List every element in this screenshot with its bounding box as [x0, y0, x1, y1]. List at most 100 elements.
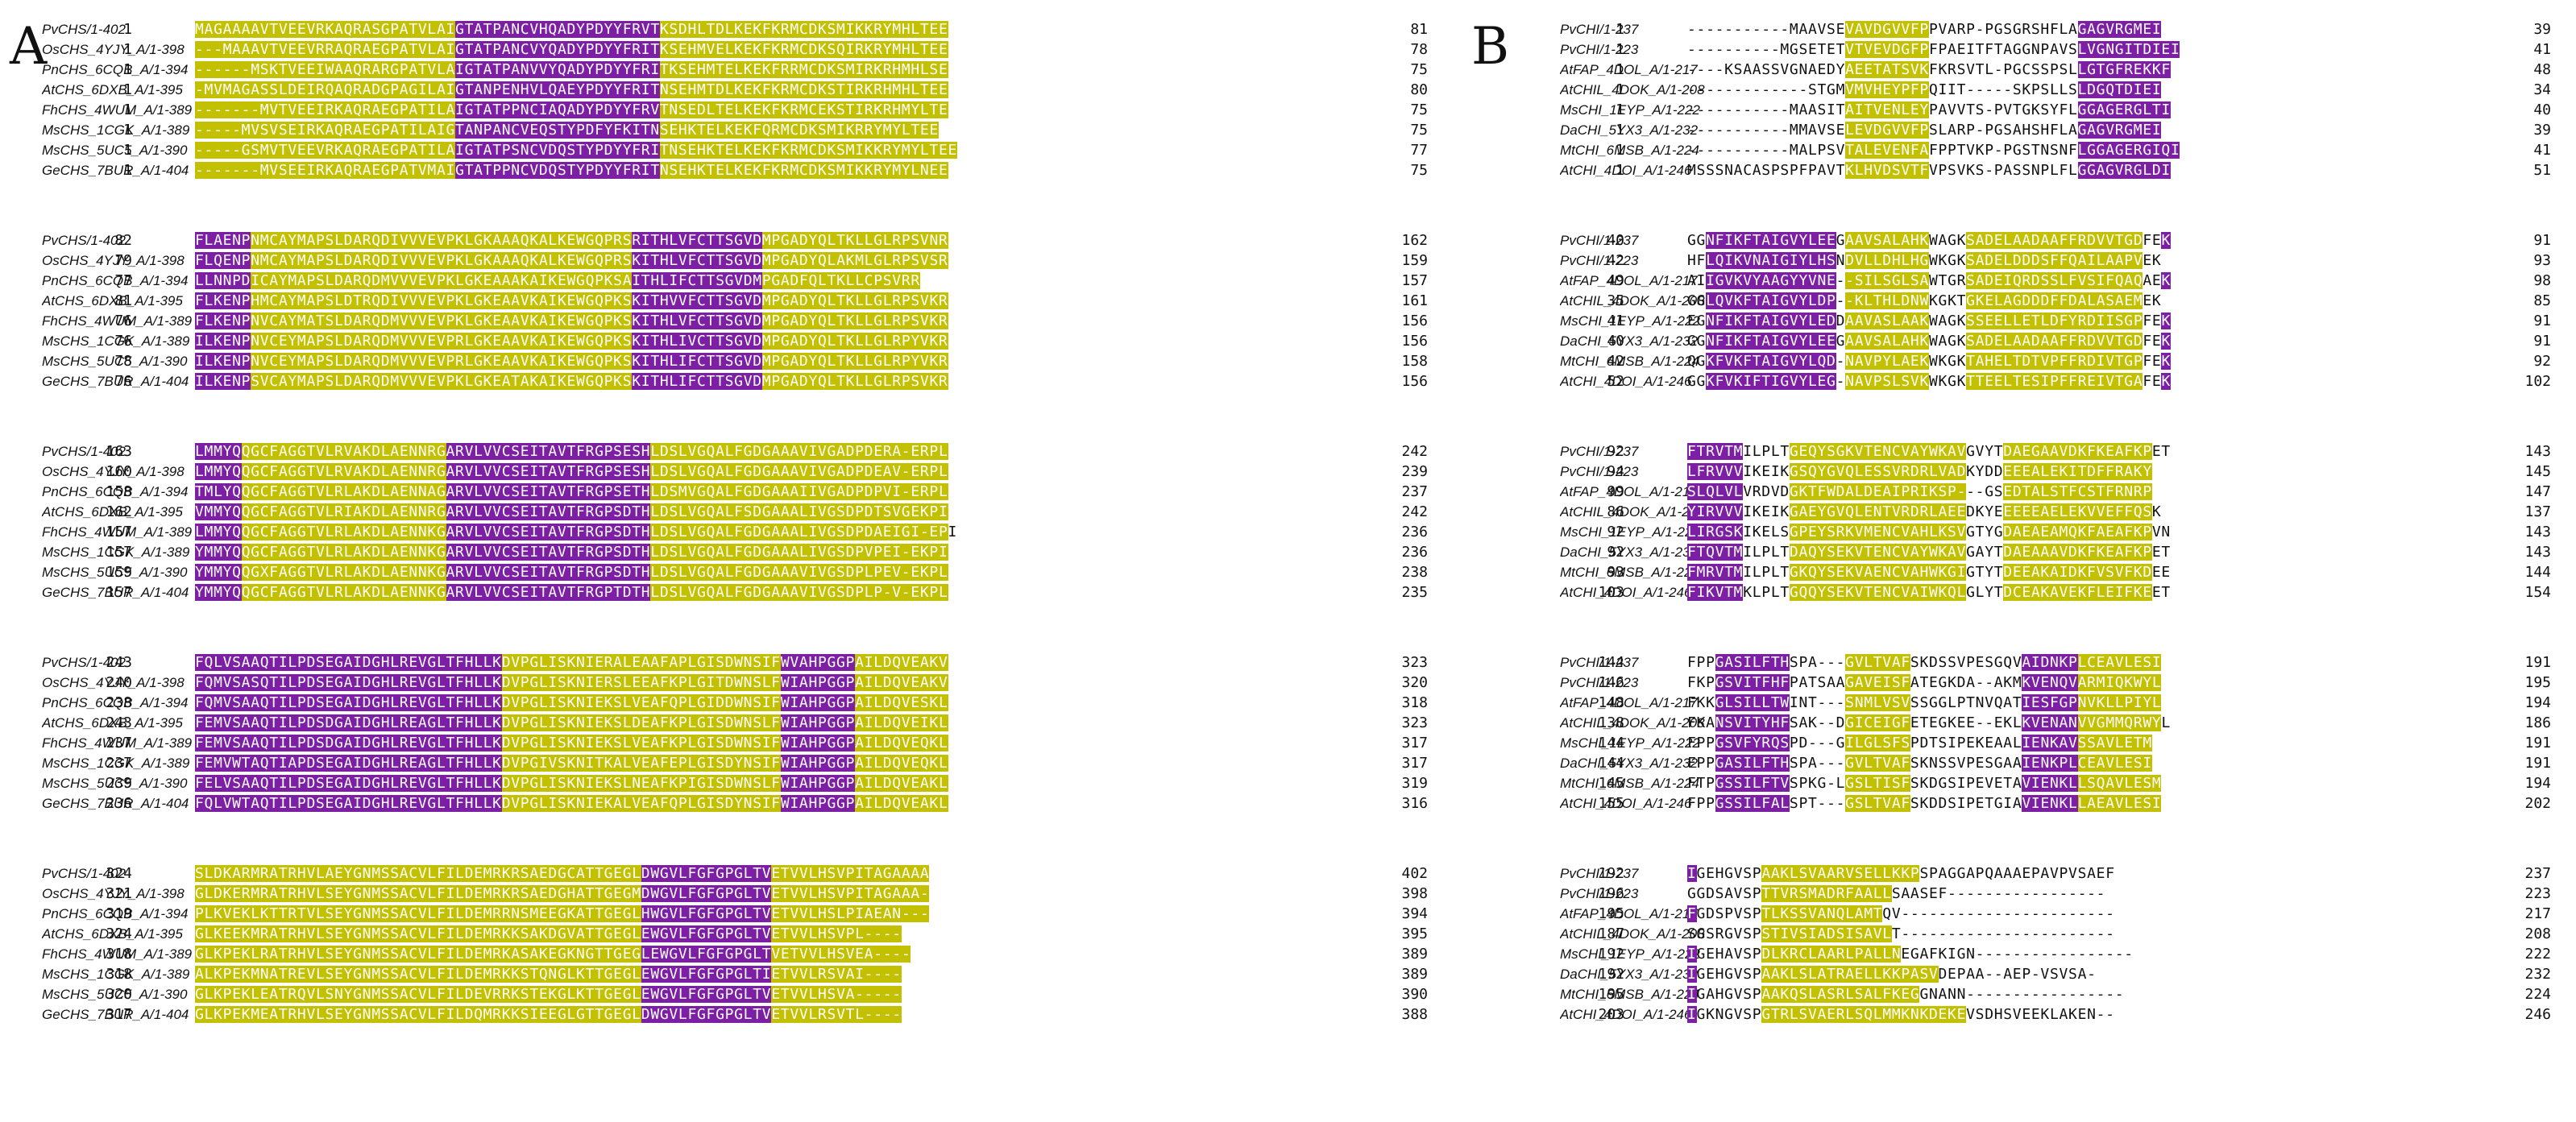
residue-sequence: LFRVVVIKEIKGSQYGVQLESSVRDRLVADKYDDEEEALE…: [1687, 463, 2152, 480]
sequence-name: AtCHS_6DXB_A/1-395: [42, 926, 183, 942]
panel-b-label: B: [1471, 17, 1510, 77]
residue-sequence: -----GSMVTVEEVRKAQRAEGPATILAIGTATPSNCVDQ…: [195, 142, 958, 159]
sequence-name: PvCHS/1-402: [42, 655, 126, 670]
start-position: 192: [1598, 946, 1624, 963]
residue-sequence: VMMYQQGCFAGGTVLRIAKDLAENNRGARVLVVCSEITAV…: [195, 503, 948, 520]
start-position: 148: [1598, 694, 1624, 711]
end-position: 395: [1401, 925, 1428, 942]
residue-sequence: FGDSPVSPTLKSSVANQLAMTQV-----------------…: [1687, 905, 2115, 922]
end-position: 236: [1401, 524, 1428, 540]
start-position: 157: [106, 544, 132, 561]
start-position: 1: [1616, 61, 1624, 78]
residue-sequence: FEMVSAAQTILPDSDGAIDGHLREAGLTFHLLKDVPGLIS…: [195, 714, 948, 731]
residue-sequence: FQMVSAAQTILPDSEGAIDGHLREVGLTFHLLKDVPGLIS…: [195, 694, 948, 711]
sequence-name: AtFAP_4DOL_A/1-217: [1560, 695, 1698, 710]
start-position: 92: [1607, 443, 1624, 460]
start-position: 144: [1598, 654, 1624, 671]
residue-sequence: SLDKARMRATRHVLAEYGNMSSACVLFILDEMRKRSAEDG…: [195, 865, 930, 882]
end-position: 224: [2524, 986, 2551, 1003]
sequence-name: FhCHS_4WUM_A/1-389: [42, 524, 193, 540]
start-position: 318: [106, 966, 132, 983]
sequence-name: PvCHS/1-402: [42, 866, 126, 881]
residue-sequence: FEMVWTAQTIAPDSEGAIDGHLREAGLTFHLLKDVPGIVS…: [195, 755, 948, 772]
residue-sequence: FTRVTMILPLTGEQYSGKVTENCVAYWKAVGVYTDAEGAA…: [1687, 443, 2171, 460]
end-position: 91: [2533, 333, 2551, 350]
residue-sequence: GLKPEKLEATRQVLSNYGNMSSACVLFILDEVRRKSTEKG…: [195, 986, 902, 1003]
residue-sequence: FIKVTMKLPLTGQQYSEKVTENCVAIWKQLGLYTDCEAKA…: [1687, 584, 2171, 601]
start-position: 76: [114, 313, 132, 329]
end-position: 78: [1410, 41, 1428, 58]
sequence-name: PvCHI/1-223: [1560, 42, 1639, 57]
residue-sequence: FPPGSSILFALSPT---GSLTVAFSKDDSIPETGIAVIEN…: [1687, 795, 2162, 812]
residue-sequence: ILKENPNVCEYMAPSLDARQDMVVVEVPRLGKEAAVKAIK…: [195, 333, 948, 350]
start-position: 103: [1598, 584, 1624, 601]
residue-sequence: HFLQIKVNAIGIYLHSNDVLLDHLHGWKGKSADELDDDSF…: [1687, 252, 2162, 269]
residue-sequence: IGEHGVSPAAKLSLATRAELLKKPASVDEPAA--AEP-VS…: [1687, 966, 2097, 983]
sequence-name: MsCHS_1CGK_A/1-389: [42, 756, 190, 771]
sequence-name: MsCHS_5UC5_A/1-390: [42, 354, 188, 369]
sequence-name: AtCHS_6DXB_A/1-395: [42, 82, 183, 97]
sequence-name: DaCHI_5YX3_A/1-232: [1560, 333, 1699, 349]
sequence-name: MsCHI_1EYP_A/1-222: [1560, 735, 1700, 751]
end-position: 236: [1401, 544, 1428, 561]
sequence-name: AtFAP_4DOL_A/1-217: [1560, 62, 1698, 77]
sequence-name: MsCHS_5UC5_A/1-390: [42, 143, 188, 158]
end-position: 316: [1401, 795, 1428, 812]
sequence-name: GeCHS_7BUR_A/1-404: [42, 1007, 189, 1022]
sequence-name: PvCHI/1-237: [1560, 22, 1639, 37]
residue-sequence: FLAENPNMCAYMAPSLDARQDIVVVEVPKLGKAAAQKALK…: [195, 232, 948, 249]
end-position: 238: [1401, 564, 1428, 581]
residue-sequence: ---MAAAVTVEEVRRAQRAEGPATVLAIGTATPANCVYQA…: [195, 41, 948, 58]
residue-sequence: IGEHGVSPAAKLSVAARVSELLKKPSPAGGAPQAAAEPAV…: [1687, 865, 2115, 882]
sequence-name: MsCHI_1EYP_A/1-222: [1560, 102, 1700, 118]
residue-sequence: FQLVWTAQTILPDSEGAIDGHLREVGLTFHLLKDVPGLIS…: [195, 795, 948, 812]
residue-sequence: YIRVVVIKEIKGAEYGVQLENTVRDRLAEEDKYEEEEEAE…: [1687, 503, 2162, 520]
start-position: 243: [106, 654, 132, 671]
sequence-name: FhCHS_4WUM_A/1-389: [42, 946, 193, 962]
start-position: 1: [123, 101, 132, 118]
start-position: 324: [106, 865, 132, 882]
start-position: 203: [1598, 1006, 1624, 1023]
end-position: 80: [1410, 81, 1428, 98]
start-position: 1: [1616, 41, 1624, 58]
start-position: 94: [1607, 463, 1624, 480]
start-position: 145: [1598, 775, 1624, 792]
start-position: 144: [1598, 735, 1624, 751]
end-position: 144: [2524, 564, 2551, 581]
sequence-name: MtCHI_6MSB_A/1-224: [1560, 354, 1699, 369]
residue-sequence: MAGAAAAVTVEEVRKAQRASGPATVLAIGTATPANCVHQA…: [195, 21, 948, 38]
start-position: 92: [1607, 524, 1624, 540]
end-position: 143: [2524, 524, 2551, 540]
start-position: 158: [106, 483, 132, 500]
residue-sequence: PLKVEKLKTTRTVLSEYGNMSSACVLFILDEMRRNSMEEG…: [195, 905, 930, 922]
end-position: 147: [2524, 483, 2551, 500]
end-position: 194: [2524, 775, 2551, 792]
sequence-name: FhCHS_4WUM_A/1-389: [42, 313, 193, 329]
sequence-name: AtFAP_4DOL_A/1-217: [1560, 484, 1698, 499]
residue-sequence: FELVSAAQTILPDSEGAIDGHLREVGLTFHLLKDVPGLIS…: [195, 775, 948, 792]
residue-sequence: FTQVTMILPLTDAQYSEKVTENCVAYWKAVGAYTDAEAAA…: [1687, 544, 2171, 561]
sequence-name: MtCHI_6MSB_A/1-224: [1560, 987, 1699, 1002]
start-position: 77: [114, 272, 132, 289]
sequence-name: AtCHS_6DXB_A/1-395: [42, 715, 183, 731]
sequence-name: MsCHI_1EYP_A/1-222: [1560, 524, 1700, 540]
sequence-name: MtCHI_6MSB_A/1-224: [1560, 776, 1699, 791]
start-position: 41: [1607, 313, 1624, 329]
end-position: 319: [1401, 775, 1428, 792]
residue-sequence: -------MVTVEEIRKAQRAEGPATILAIGTATPPNCIAQ…: [195, 101, 948, 118]
residue-sequence: -------------STGMVMVHEYPFPQIIT-----SKPSL…: [1687, 81, 2162, 98]
residue-sequence: -----------MMAVSELEVDGVVFPSLARP-PGSAHSHF…: [1687, 122, 2162, 139]
residue-sequence: ----------MGSETETVTVEVDGFPFPAEITFTAGGNPA…: [1687, 41, 2180, 58]
end-position: 102: [2524, 373, 2551, 390]
start-position: 79: [114, 252, 132, 269]
end-position: 81: [1410, 21, 1428, 38]
sequence-name: DaCHI_5YX3_A/1-232: [1560, 122, 1699, 138]
start-position: 82: [114, 232, 132, 249]
end-position: 202: [2524, 795, 2551, 812]
start-position: 144: [1598, 755, 1624, 772]
end-position: 75: [1410, 162, 1428, 179]
residue-sequence: FKANSVITYHFSAK--DGICEIGFETEGKEE--EKLKVEN…: [1687, 714, 2171, 731]
end-position: 154: [2524, 584, 2551, 601]
sequence-name: FhCHS_4WUM_A/1-389: [42, 102, 193, 118]
sequence-name: PvCHI/1-237: [1560, 233, 1639, 248]
